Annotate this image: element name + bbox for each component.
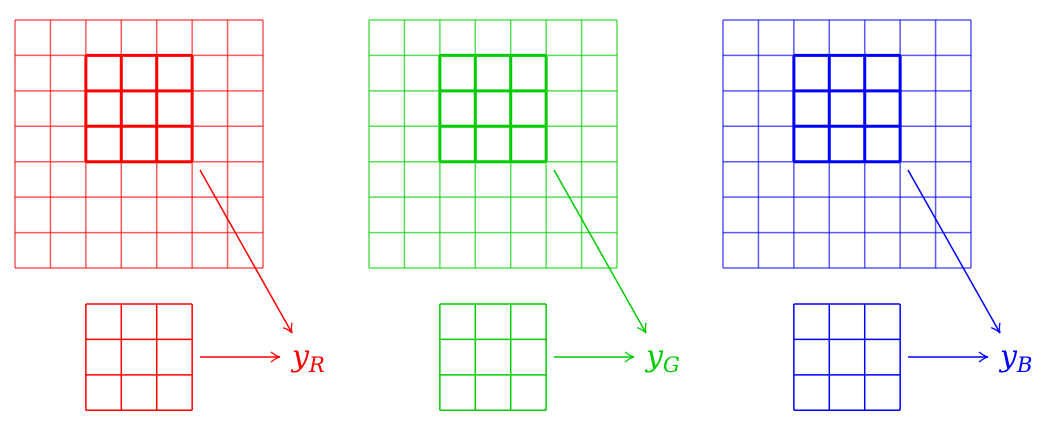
diagonal-arrow [907,169,1001,334]
input-grid [368,19,618,269]
input-grid [722,19,972,269]
kernel-grid [439,303,547,412]
output-label-G: yG [644,339,680,377]
channel-panel-G: yG [368,19,680,412]
kernel-window [84,53,194,164]
output-variable: y [998,339,1018,374]
output-subscript: R [308,353,325,377]
diagonal-arrow [553,169,647,334]
kernel-window [438,53,548,164]
output-label-B: yB [998,339,1032,377]
channel-panel-B: yB [722,19,1032,412]
diagonal-arrow [199,169,293,334]
input-grid [14,19,264,269]
kernel-grid [85,303,193,412]
output-subscript: G [663,353,680,377]
output-variable: y [290,339,310,374]
channel-panel-R: yR [14,19,325,412]
output-subscript: B [1016,353,1032,377]
output-variable: y [644,339,664,374]
kernel-window [792,53,902,164]
kernel-grid [793,303,901,412]
output-label-R: yR [290,339,325,377]
